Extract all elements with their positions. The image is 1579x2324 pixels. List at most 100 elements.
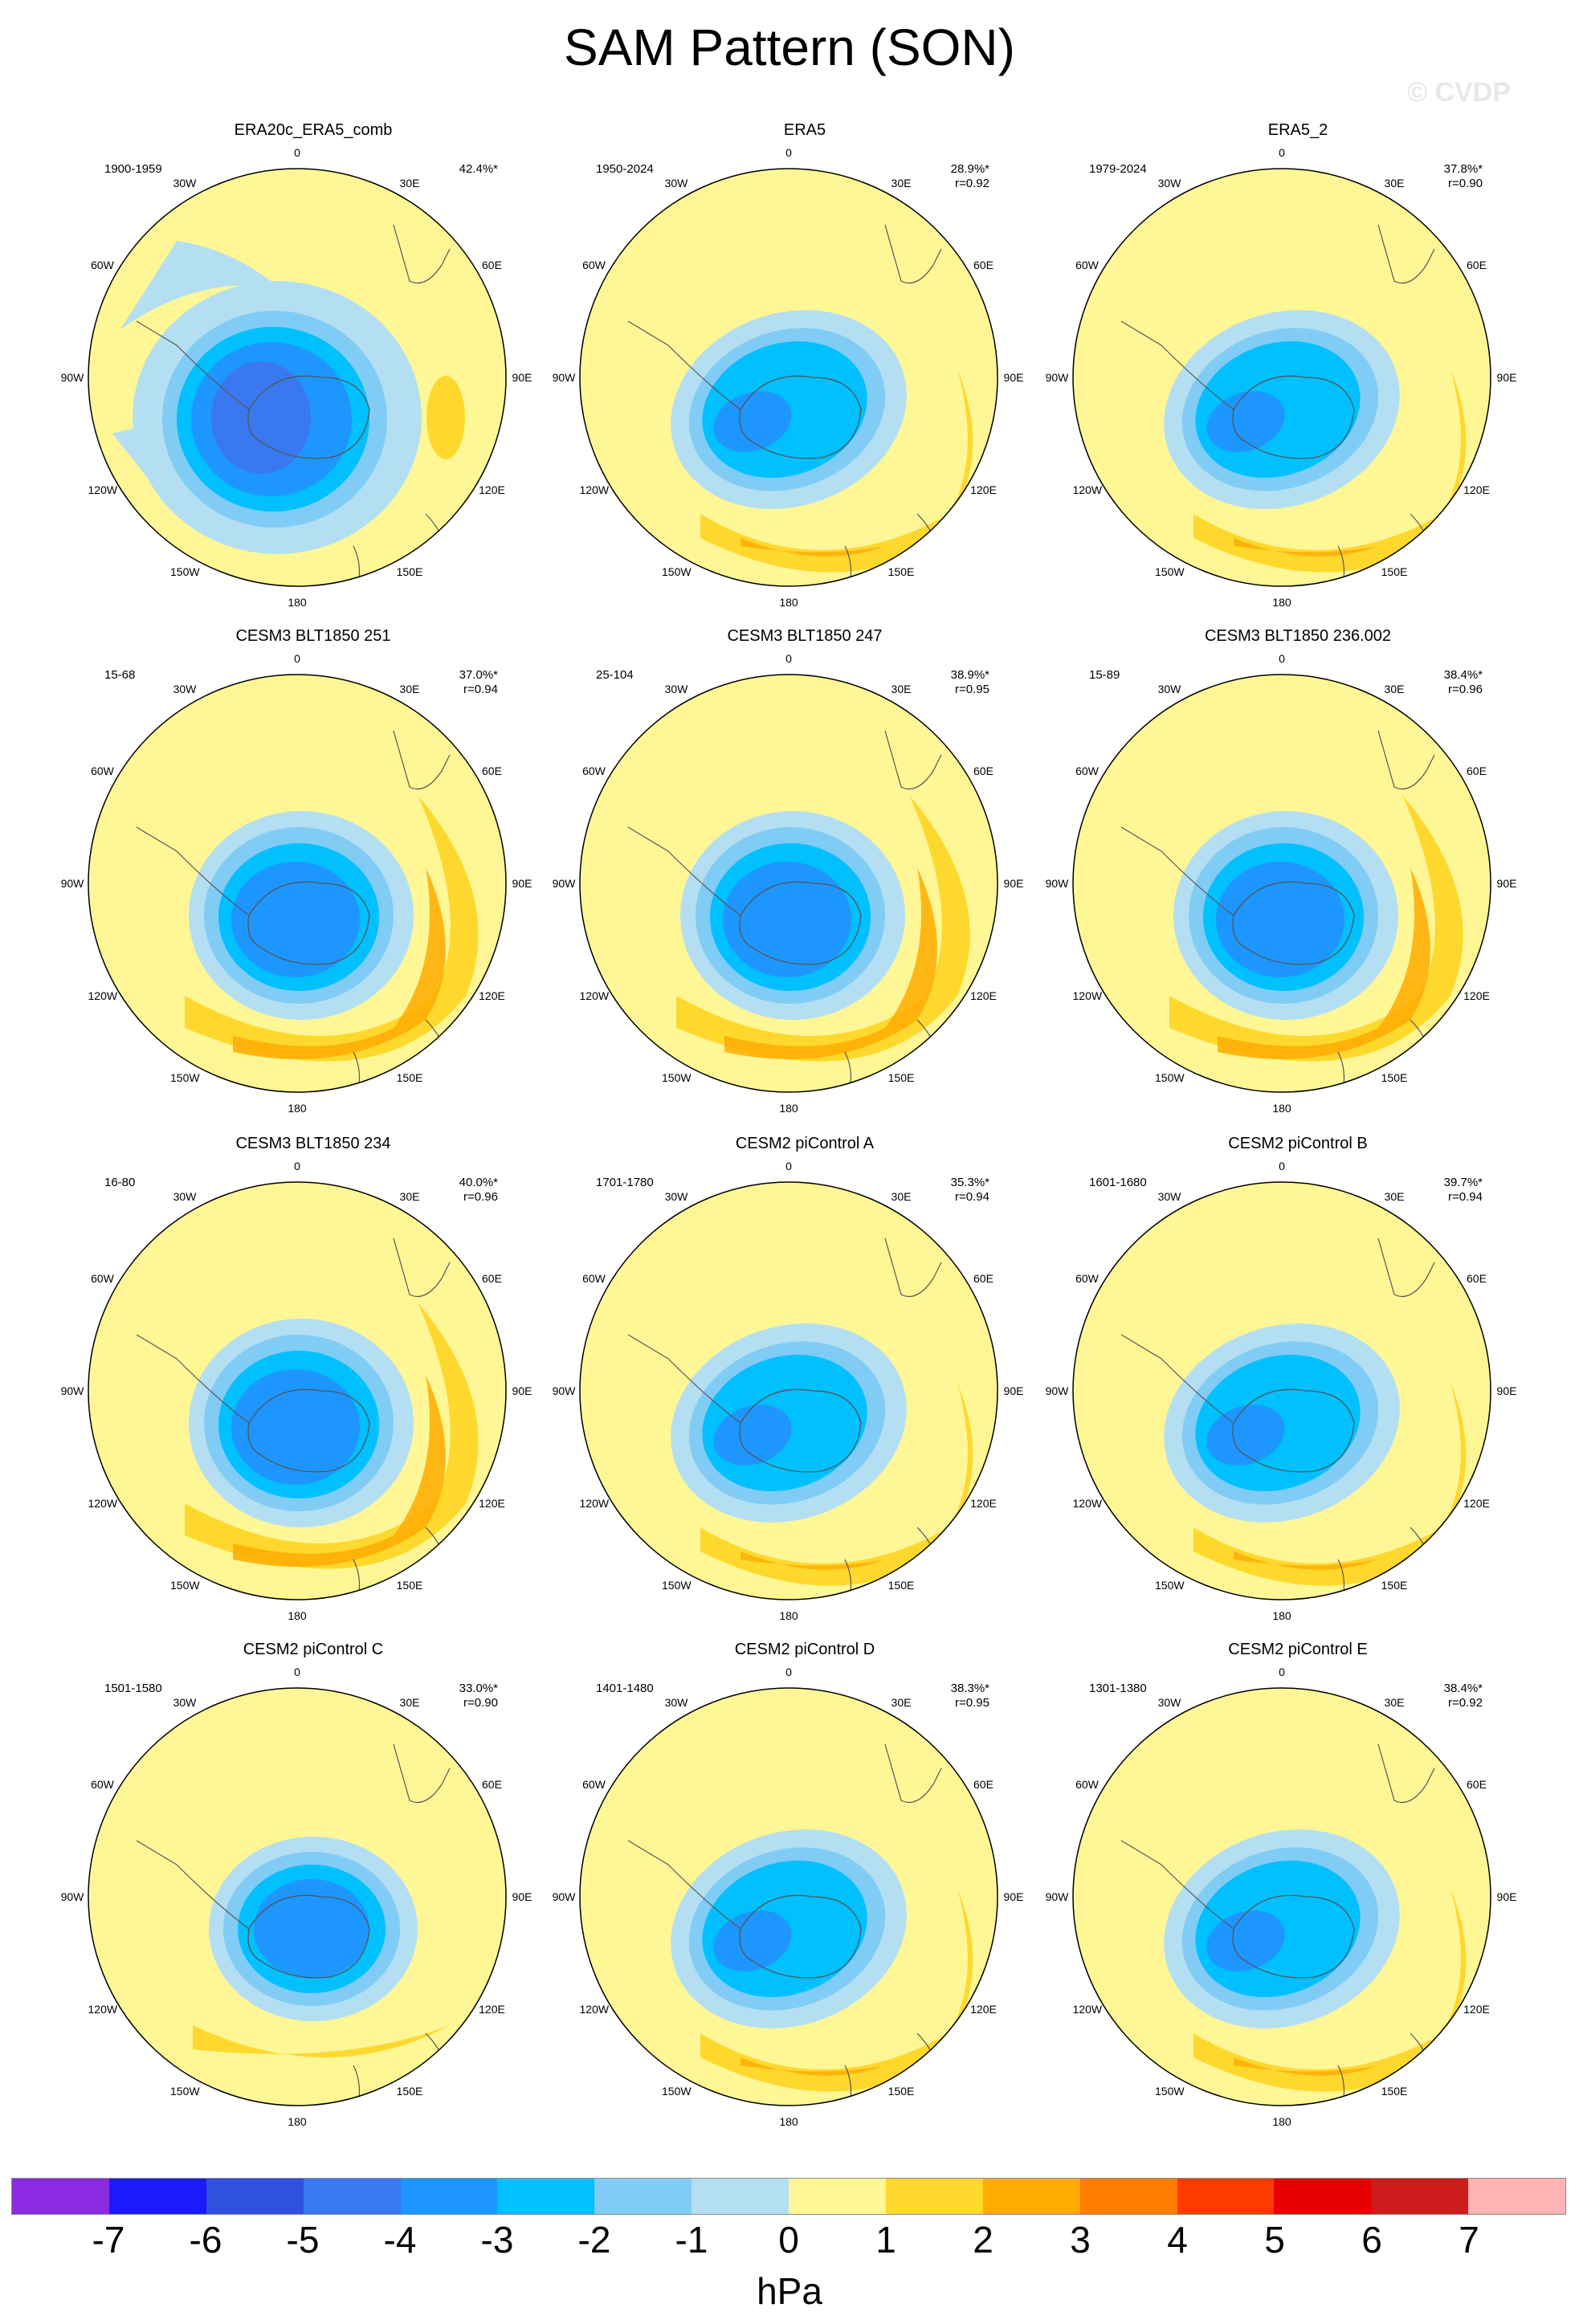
colorbar-swatch (497, 2179, 595, 2214)
copyright-watermark: © CVDP (1407, 77, 1511, 108)
longitude-label: 0 (1279, 652, 1285, 665)
colorbar-tick-label: 0 (778, 2219, 799, 2261)
colorbar (11, 2178, 1566, 2215)
longitude-label: 60W (1075, 1272, 1099, 1285)
colorbar-swatch (692, 2179, 789, 2214)
pattern-correlation: r=0.92 (955, 177, 989, 190)
pattern-correlation: r=0.94 (955, 1190, 989, 1204)
longitude-label: 90E (1496, 877, 1517, 890)
colorbar-swatch (789, 2179, 886, 2214)
longitude-label: 150W (662, 565, 692, 579)
longitude-label: 60E (1467, 764, 1487, 777)
longitude-label: 150E (887, 1071, 915, 1085)
longitude-label: 60W (91, 1272, 114, 1285)
longitude-label: 90W (552, 371, 576, 384)
pattern-correlation: r=0.92 (1448, 1696, 1483, 1710)
panel-period: 15-89 (1089, 668, 1120, 682)
colorbar-swatch (1371, 2179, 1469, 2214)
longitude-label: 30W (664, 1695, 688, 1709)
panel-title: CESM3 BLT1850 251 (235, 627, 391, 645)
variance-explained: 38.4%* (1443, 668, 1483, 682)
polar-map (88, 168, 507, 587)
longitude-label: 150E (396, 1071, 423, 1085)
longitude-label: 0 (785, 652, 792, 665)
panel-period: 1900-1959 (104, 162, 162, 176)
longitude-label: 180 (288, 596, 307, 609)
longitude-label: 0 (294, 652, 300, 665)
colorbar-tick-label: -3 (480, 2219, 514, 2261)
longitude-label: 150E (1381, 1071, 1408, 1085)
pattern-correlation: r=0.94 (463, 683, 498, 696)
longitude-label: 90E (1003, 877, 1024, 890)
polar-map (88, 1687, 507, 2106)
longitude-label: 0 (1279, 1666, 1285, 1678)
panel-title: CESM3 BLT1850 247 (727, 627, 883, 645)
panel-stats: 38.9%* r=0.95 (917, 668, 989, 697)
panel-stats: 40.0%* r=0.96 (426, 1176, 498, 1205)
longitude-label: 150W (170, 565, 200, 579)
panel-period: 16-80 (104, 1176, 136, 1189)
panel-stats: 38.4%* r=0.96 (1410, 668, 1483, 697)
longitude-label: 90W (552, 1890, 576, 1903)
longitude-label: 90E (1003, 1890, 1024, 1903)
panel-period: 1301-1380 (1089, 1682, 1147, 1695)
polar-map (579, 1181, 998, 1600)
longitude-label: 30E (1384, 1189, 1405, 1203)
longitude-label: 150E (887, 2085, 915, 2098)
panel-title: CESM2 piControl E (1228, 1641, 1368, 1658)
variance-explained: 40.0%* (459, 1176, 498, 1189)
panel-title: CESM3 BLT1850 234 (235, 1135, 391, 1152)
colorbar-swatch (206, 2179, 304, 2214)
longitude-label: 180 (1272, 1609, 1291, 1622)
longitude-label: 150W (662, 1579, 692, 1592)
longitude-label: 60W (582, 1778, 606, 1791)
longitude-label: 120E (1463, 2003, 1490, 2016)
longitude-label: 0 (294, 146, 300, 159)
longitude-label: 120W (579, 2003, 610, 2016)
longitude-label: 30W (664, 1189, 688, 1203)
longitude-label: 90W (1045, 1384, 1069, 1397)
map-panel: CESM2 piControl B 1601-1680 39.7%* r=0.94 0… (1046, 1134, 1547, 1632)
longitude-label: 0 (785, 1160, 792, 1172)
longitude-label: 150W (170, 1579, 200, 1592)
panel-title: ERA20c_ERA5_comb (234, 121, 393, 139)
colorbar-tick-label: 6 (1361, 2219, 1382, 2261)
polar-map (1072, 1687, 1491, 2106)
longitude-label: 60E (1467, 259, 1487, 271)
polar-map (88, 1181, 507, 1600)
longitude-label: 60W (582, 259, 606, 271)
panel-period: 15-68 (104, 668, 136, 682)
longitude-label: 90E (512, 1384, 532, 1397)
colorbar-tick-label: -2 (577, 2219, 611, 2261)
longitude-label: 60E (1467, 1272, 1487, 1285)
longitude-label: 30W (173, 682, 197, 695)
longitude-label: 120W (579, 1497, 610, 1510)
polar-map (579, 168, 998, 587)
longitude-label: 30E (891, 1695, 912, 1709)
colorbar-tick-label: 3 (1070, 2219, 1091, 2261)
panel-period: 1701-1780 (596, 1176, 654, 1189)
longitude-label: 120E (479, 989, 505, 1002)
map-panel: CESM3 BLT1850 236.002 15-89 38.4%* r=0.96 0… (1046, 626, 1547, 1124)
longitude-label: 180 (779, 1102, 798, 1115)
colorbar-tick-label: 4 (1167, 2219, 1188, 2261)
longitude-label: 30E (891, 1189, 912, 1203)
longitude-label: 30E (891, 682, 912, 695)
colorbar-tick-label: 1 (875, 2219, 896, 2261)
longitude-label: 60E (973, 1778, 994, 1791)
panel-stats: 39.7%* r=0.94 (1410, 1176, 1483, 1205)
longitude-label: 180 (288, 1609, 307, 1622)
longitude-label: 30W (1157, 1695, 1181, 1709)
longitude-label: 120W (579, 989, 610, 1002)
longitude-label: 30E (1384, 176, 1405, 190)
longitude-label: 150E (1381, 565, 1408, 579)
longitude-label: 150W (1155, 1579, 1185, 1592)
longitude-label: 60W (1075, 1778, 1099, 1791)
colorbar-tick-label: -6 (189, 2219, 222, 2261)
colorbar-tick-label: 2 (973, 2219, 994, 2261)
panel-stats: 37.0%* r=0.94 (426, 668, 498, 697)
longitude-label: 60E (482, 1272, 502, 1285)
colorbar-swatch (1079, 2179, 1177, 2214)
longitude-label: 0 (294, 1160, 300, 1172)
longitude-label: 120E (1463, 989, 1490, 1002)
